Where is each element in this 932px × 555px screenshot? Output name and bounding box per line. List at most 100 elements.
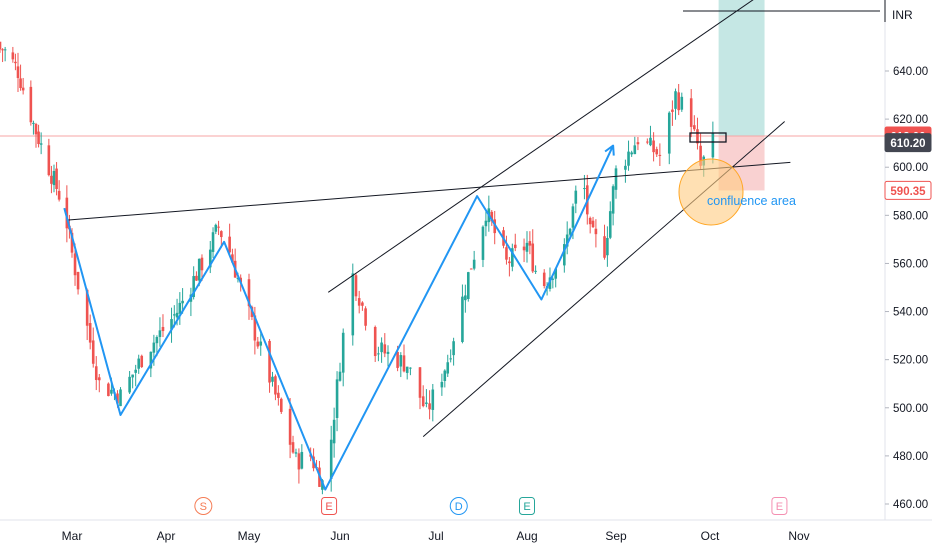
candle: [608, 201, 612, 240]
y-tick-label: 460.00: [893, 499, 928, 511]
drawings-layer: [63, 0, 880, 491]
candle-body: [418, 367, 422, 398]
candle-body: [217, 226, 220, 228]
candle: [531, 229, 535, 274]
y-tick-label: 560.00: [893, 258, 928, 270]
candle-body: [377, 353, 380, 355]
candle: [674, 88, 677, 120]
candle-body: [170, 319, 173, 330]
candle-body: [116, 393, 119, 404]
candle-body: [583, 188, 586, 190]
candle: [449, 349, 452, 363]
candle-body: [29, 86, 33, 123]
event-marker-e[interactable]: E: [321, 497, 338, 515]
candle-body: [409, 367, 412, 369]
candle: [131, 374, 134, 389]
event-marker-e[interactable]: E: [519, 497, 535, 515]
candle: [630, 150, 633, 157]
candle-body: [565, 234, 569, 247]
candle: [399, 352, 403, 378]
candle: [469, 268, 473, 270]
candle-body: [461, 296, 464, 342]
zigzag-arrowhead: [604, 144, 615, 156]
x-tick-label: May: [238, 529, 261, 543]
candle: [525, 231, 529, 263]
candle: [603, 224, 606, 260]
candle-body: [21, 87, 25, 91]
candle: [542, 269, 546, 289]
candle: [667, 111, 671, 165]
candle-body: [531, 243, 535, 272]
candle: [271, 371, 274, 387]
confluence-annotation[interactable]: confluence area: [707, 194, 796, 208]
candle-body: [200, 257, 204, 271]
candle-body: [220, 231, 223, 238]
target-zone[interactable]: [718, 0, 765, 136]
candle-body: [94, 366, 98, 380]
candle: [34, 122, 38, 148]
candle-body: [440, 381, 444, 388]
candle-body: [443, 370, 447, 381]
candle: [428, 390, 431, 420]
candle-body: [542, 272, 546, 287]
y-tick-label: 620.00: [893, 114, 928, 126]
candle: [351, 263, 355, 346]
candle-body: [231, 254, 234, 263]
candle-body: [34, 123, 38, 135]
candle: [268, 339, 271, 393]
candle: [277, 385, 280, 406]
candle-body: [288, 408, 292, 445]
candle: [693, 115, 696, 132]
candle: [178, 292, 182, 325]
candle-body: [446, 362, 450, 374]
candle: [39, 132, 43, 155]
candle-body: [361, 302, 364, 306]
event-marker-d[interactable]: D: [449, 497, 468, 515]
candle-body: [680, 96, 684, 110]
event-marker-s[interactable]: S: [194, 497, 213, 515]
candle: [140, 354, 144, 369]
price-label-dark[interactable]: 610.20: [884, 133, 932, 153]
confluence-circle[interactable]: [678, 158, 744, 226]
zigzag-pattern[interactable]: [63, 145, 615, 491]
trendline-horizontal-resistance[interactable]: [66, 161, 791, 221]
candle: [386, 345, 390, 367]
candle-body: [399, 355, 403, 367]
candle: [611, 184, 615, 226]
candle: [119, 387, 122, 407]
candle-body: [178, 302, 182, 314]
candle-body: [591, 220, 595, 228]
candle-body: [425, 402, 428, 404]
candle: [97, 374, 101, 393]
candle: [14, 53, 17, 71]
candle: [633, 136, 637, 155]
candle: [85, 288, 89, 341]
y-tick-label: 480.00: [893, 451, 928, 463]
candle: [341, 328, 345, 387]
candle-body: [452, 341, 455, 356]
candle-body: [421, 396, 425, 407]
candle-body: [655, 149, 659, 155]
candle: [481, 225, 485, 268]
x-tick-label: Mar: [62, 529, 83, 543]
trendline-channel-upper[interactable]: [327, 0, 779, 293]
event-marker-e[interactable]: E: [771, 497, 788, 515]
candle: [16, 52, 20, 93]
candle: [288, 397, 292, 459]
candle: [300, 444, 304, 470]
candle-body: [484, 220, 488, 227]
entry-box[interactable]: [689, 132, 727, 143]
candle: [574, 185, 578, 214]
candle: [3, 46, 7, 62]
candle-body: [65, 197, 69, 229]
price-label-red-outline[interactable]: 590.35: [884, 180, 932, 200]
candle: [658, 143, 662, 166]
candle: [247, 273, 251, 320]
candle: [128, 371, 131, 395]
candle-body: [297, 453, 301, 470]
candle-body: [192, 276, 195, 298]
candle: [380, 337, 383, 363]
candle-body: [11, 52, 15, 60]
